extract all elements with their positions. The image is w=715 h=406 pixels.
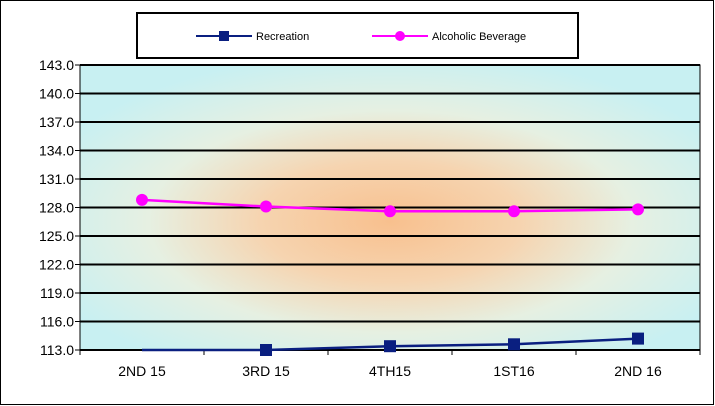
data-point-recreation — [508, 338, 520, 351]
y-tick-label: 125.0 — [39, 228, 74, 244]
legend: Recreation Alcoholic Beverage — [136, 12, 579, 59]
y-tick-label: 131.0 — [39, 171, 74, 187]
y-tick-label: 122.0 — [39, 257, 74, 273]
y-tick-label: 137.0 — [39, 114, 74, 130]
data-point-recreation — [384, 340, 396, 353]
x-axis-ticks: 2ND 15 3RD 15 4TH15 1ST16 2ND 16 — [79, 350, 701, 379]
y-axis-ticks: 143.0 140.0 137.0 134.0 131.0 128.0 125.0 122.0… — [39, 57, 80, 358]
data-point-alcoholic-beverage — [632, 203, 644, 216]
data-point-recreation — [260, 344, 272, 356]
y-tick-label: 116.0 — [40, 314, 74, 330]
y-tick-label: 143.0 — [39, 57, 74, 73]
y-tick-label: 113.0 — [40, 342, 74, 358]
legend-marker-alcoholic-beverage — [395, 31, 405, 41]
x-tick-label: 1ST16 — [493, 363, 534, 379]
data-point-alcoholic-beverage — [384, 205, 396, 218]
y-tick-label: 134.0 — [39, 143, 74, 159]
y-tick-label: 128.0 — [39, 200, 74, 216]
legend-label-recreation: Recreation — [256, 31, 309, 43]
y-tick-label: 119.0 — [40, 285, 74, 301]
legend-label-alcoholic-beverage: Alcoholic Beverage — [432, 31, 526, 43]
data-point-alcoholic-beverage — [260, 200, 272, 213]
series-group — [136, 193, 644, 356]
x-tick-label: 2ND 15 — [118, 363, 166, 379]
legend-marker-recreation — [219, 31, 229, 41]
data-point-alcoholic-beverage — [136, 193, 148, 206]
data-point-alcoholic-beverage — [508, 205, 520, 218]
gridlines — [80, 64, 700, 351]
y-tick-label: 140.0 — [39, 86, 74, 102]
x-tick-label: 4TH15 — [369, 363, 411, 379]
x-tick-label: 2ND 16 — [614, 363, 662, 379]
data-point-recreation — [632, 332, 644, 345]
x-tick-label: 3RD 15 — [242, 363, 290, 379]
